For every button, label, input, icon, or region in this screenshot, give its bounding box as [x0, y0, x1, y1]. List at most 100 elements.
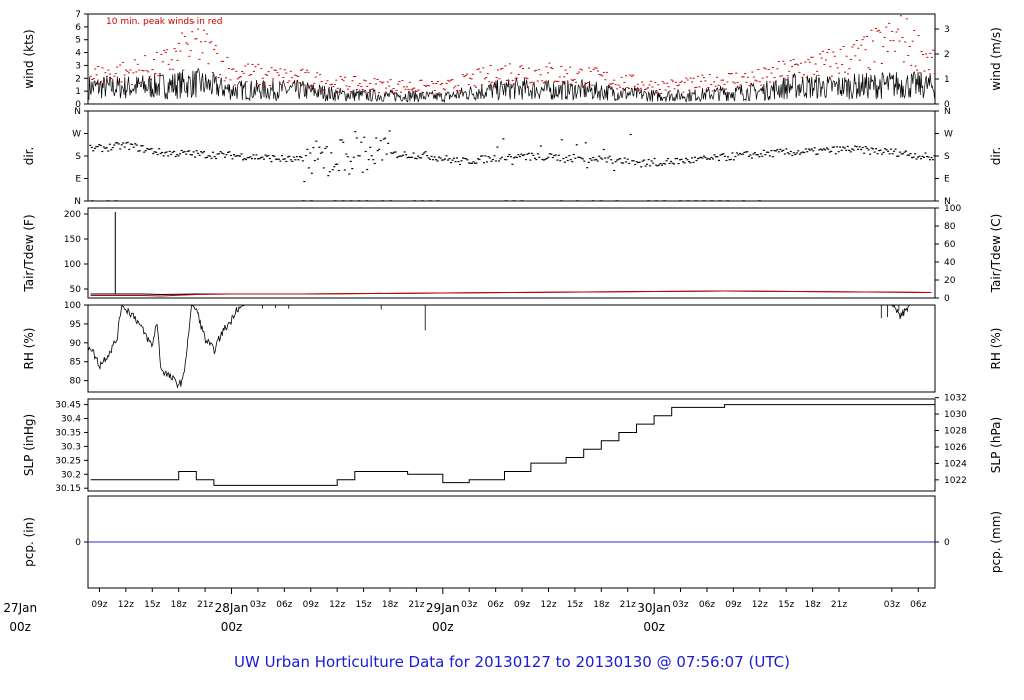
dir-point	[423, 152, 426, 154]
wind-peak-point	[447, 79, 450, 81]
dir-point	[276, 158, 279, 160]
ytick-label-temp: 50	[70, 285, 82, 295]
wind-peak-point	[148, 76, 151, 78]
dir-calm-point	[591, 200, 595, 202]
dir-point	[855, 146, 858, 148]
dir-point	[345, 153, 348, 155]
dir-point	[511, 163, 514, 165]
dir-point	[857, 148, 860, 150]
dir-point	[776, 149, 779, 151]
wind-peak-point	[769, 81, 772, 83]
dir-point	[761, 155, 764, 157]
wind-peak-point	[433, 89, 436, 91]
dir-point	[605, 161, 608, 163]
dir-point	[333, 166, 336, 168]
wind-peak-point	[914, 65, 917, 67]
dir-point	[375, 137, 378, 139]
dir-point	[456, 157, 459, 159]
wind-peak-point	[219, 74, 222, 76]
dir-point	[932, 159, 935, 161]
dir-point	[213, 156, 216, 158]
dir-point	[924, 152, 927, 154]
dir-point	[177, 155, 180, 157]
dir-point	[906, 154, 909, 156]
dir-point	[723, 155, 726, 157]
dir-point	[574, 157, 577, 159]
wind-peak-point	[704, 80, 707, 82]
dir-point	[647, 158, 650, 161]
wind-peak-point	[473, 85, 476, 87]
dir-point	[472, 161, 475, 163]
wind-peak-point	[350, 91, 353, 93]
wind-peak-point	[222, 60, 225, 62]
dir-point	[683, 162, 686, 164]
wind-peak-point	[664, 89, 667, 91]
ylabel-temp: Tair/Tdew (F)	[22, 214, 36, 292]
wind-peak-point	[397, 83, 400, 85]
ytick-label-wind: 2	[75, 74, 81, 84]
wind-peak-point	[773, 77, 776, 79]
dir-point	[349, 160, 352, 163]
wind-peak-point	[526, 78, 529, 80]
dir-point	[171, 151, 174, 153]
dir-point	[539, 145, 542, 147]
wind-peak-point	[661, 81, 664, 83]
dir-point	[270, 160, 273, 163]
dir-point	[792, 152, 795, 154]
wind-peak-point	[205, 33, 208, 35]
dir-point	[468, 162, 471, 164]
dir-point	[551, 156, 554, 159]
wind-peak-point	[463, 76, 466, 78]
dir-point	[144, 150, 147, 152]
wind-peak-point	[330, 83, 333, 85]
wind-peak-point	[913, 29, 916, 31]
wind-peak-point	[924, 53, 927, 55]
dir-point	[312, 146, 315, 149]
dir-point	[476, 158, 479, 160]
wind-peak-point	[588, 67, 591, 69]
dir-point	[915, 158, 918, 160]
dir-point	[896, 155, 899, 157]
wind-peak-point	[902, 61, 905, 63]
dir-point	[318, 146, 321, 148]
wind-peak-point	[629, 74, 632, 76]
xtick-label: 12z	[752, 600, 768, 610]
wind-peak-point	[388, 85, 391, 87]
wind-peak-point	[839, 48, 842, 50]
dir-point	[125, 142, 128, 144]
wind-peak-point	[583, 84, 586, 86]
wind-peak-point	[239, 76, 242, 78]
dir-point	[454, 161, 457, 163]
wind-peak-point	[686, 79, 689, 81]
wind-peak-point	[367, 91, 370, 93]
wind-peak-point	[660, 92, 663, 94]
wind-peak-point	[392, 88, 395, 90]
dir-point	[725, 159, 728, 162]
wind-peak-point	[622, 87, 625, 89]
ytick-label-dir: N	[74, 197, 81, 207]
ylabel-rh: RH (%)	[22, 328, 36, 370]
wind-peak-point	[370, 88, 373, 90]
dir-point	[128, 148, 131, 151]
dir-point	[631, 160, 634, 162]
ytick-right-label-slp: 1026	[944, 443, 967, 453]
dir-point	[222, 153, 225, 155]
dir-point	[414, 157, 417, 159]
wind-peak-point	[570, 79, 573, 81]
wind-peak-point	[910, 64, 913, 66]
dir-point	[445, 155, 448, 157]
wind-peak-point	[310, 85, 313, 87]
wind-peak-point	[130, 84, 133, 86]
wind-peak-point	[882, 46, 885, 48]
wind-peak-point	[292, 82, 295, 84]
dir-point	[824, 149, 827, 151]
dir-point	[626, 158, 629, 160]
wind-peak-point	[150, 79, 153, 81]
dir-point	[575, 144, 578, 146]
wind-peak-point	[308, 85, 311, 87]
wind-peak-point	[852, 44, 855, 46]
wind-peak-point	[739, 84, 742, 86]
wind-peak-point	[329, 84, 332, 86]
wind-peak-point	[932, 49, 935, 51]
wind-peak-point	[458, 90, 461, 92]
